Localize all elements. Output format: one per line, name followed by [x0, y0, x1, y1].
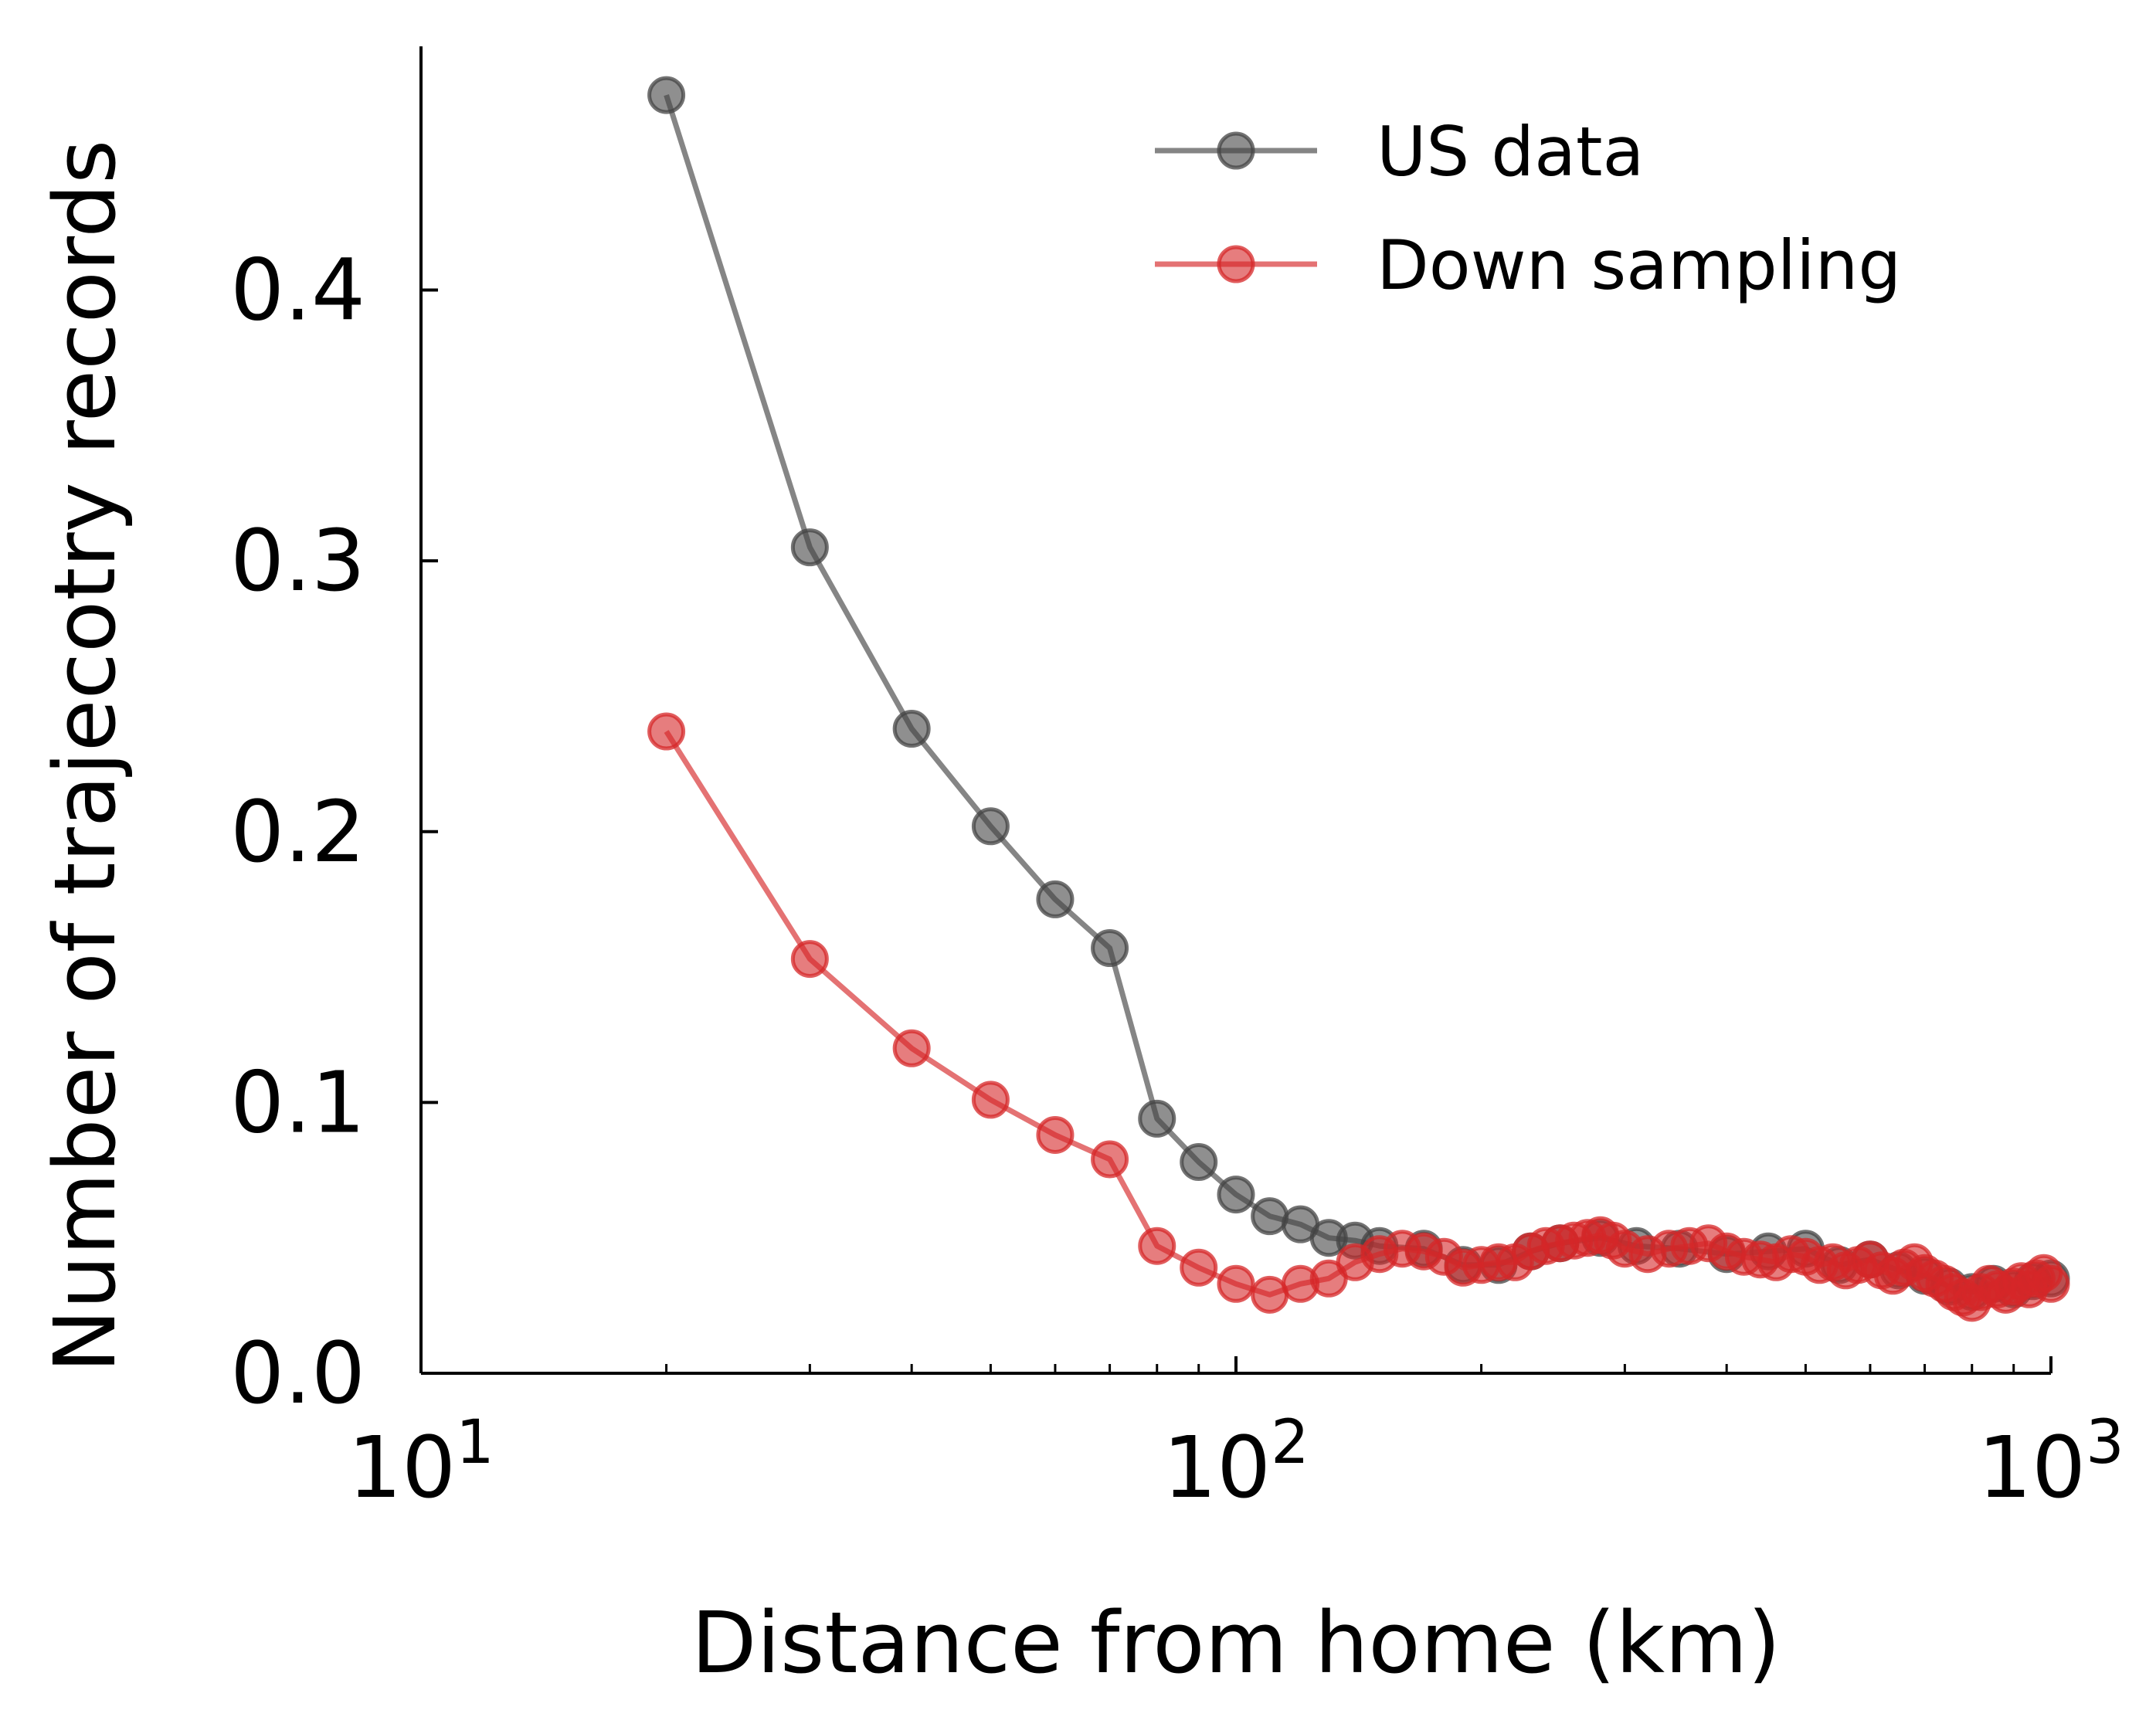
point-0-0 [647, 76, 686, 114]
point-1-1 [790, 940, 829, 979]
axes: 0.0 0.1 0.2 0.3 0.4 101 102 103 [230, 46, 2124, 1517]
x-tick-label-2: 103 [1978, 1408, 2124, 1517]
series-1 [647, 712, 2070, 1322]
point-0-5 [1091, 929, 1129, 968]
point-1-5 [1091, 1140, 1129, 1179]
y-tick-label-2: 0.2 [230, 782, 365, 881]
point-1-6 [1138, 1227, 1176, 1265]
point-1-3 [971, 1081, 1010, 1119]
x-minor-ticks [665, 1364, 2015, 1373]
x-tick-label-0: 101 [348, 1408, 494, 1517]
point-0-6 [1138, 1099, 1176, 1138]
series-layer [647, 76, 2070, 1322]
point-0-4 [1036, 880, 1075, 918]
point-1-4 [1036, 1115, 1075, 1154]
point-1-9 [1251, 1275, 1289, 1314]
point-0-3 [971, 807, 1010, 846]
legend-marker-us-data [1217, 131, 1255, 170]
legend-item-us-data: US data [1155, 112, 1644, 192]
point-1-2 [892, 1029, 931, 1067]
legend-label-us-data: US data [1377, 112, 1644, 192]
legend: US data Down sampling [1155, 112, 1901, 305]
x-tick-label-1: 102 [1163, 1408, 1309, 1517]
point-1-7 [1180, 1248, 1218, 1287]
point-0-7 [1180, 1143, 1218, 1182]
point-0-2 [892, 710, 931, 748]
y-tick-label-4: 0.4 [230, 241, 365, 340]
y-tick-label-0: 0.0 [230, 1324, 365, 1423]
legend-item-down-sampling: Down sampling [1155, 226, 1901, 305]
y-ticks: 0.0 0.1 0.2 0.3 0.4 [230, 241, 438, 1423]
point-1-0 [647, 712, 686, 751]
y-axis-title: Number of trajecotry records [36, 140, 134, 1373]
point-1-63 [2032, 1264, 2070, 1303]
series-line-1 [664, 730, 2053, 1306]
point-0-9 [1251, 1197, 1289, 1236]
legend-label-down-sampling: Down sampling [1377, 226, 1901, 305]
legend-marker-down-sampling [1217, 245, 1255, 283]
point-0-8 [1217, 1176, 1255, 1214]
point-0-1 [790, 528, 829, 567]
y-tick-label-1: 0.1 [230, 1053, 365, 1152]
y-tick-label-3: 0.3 [230, 511, 365, 610]
x-ticks: 101 102 103 [348, 1356, 2124, 1517]
point-1-8 [1217, 1264, 1255, 1303]
x-axis-title: Distance from home (km) [691, 1593, 1781, 1692]
